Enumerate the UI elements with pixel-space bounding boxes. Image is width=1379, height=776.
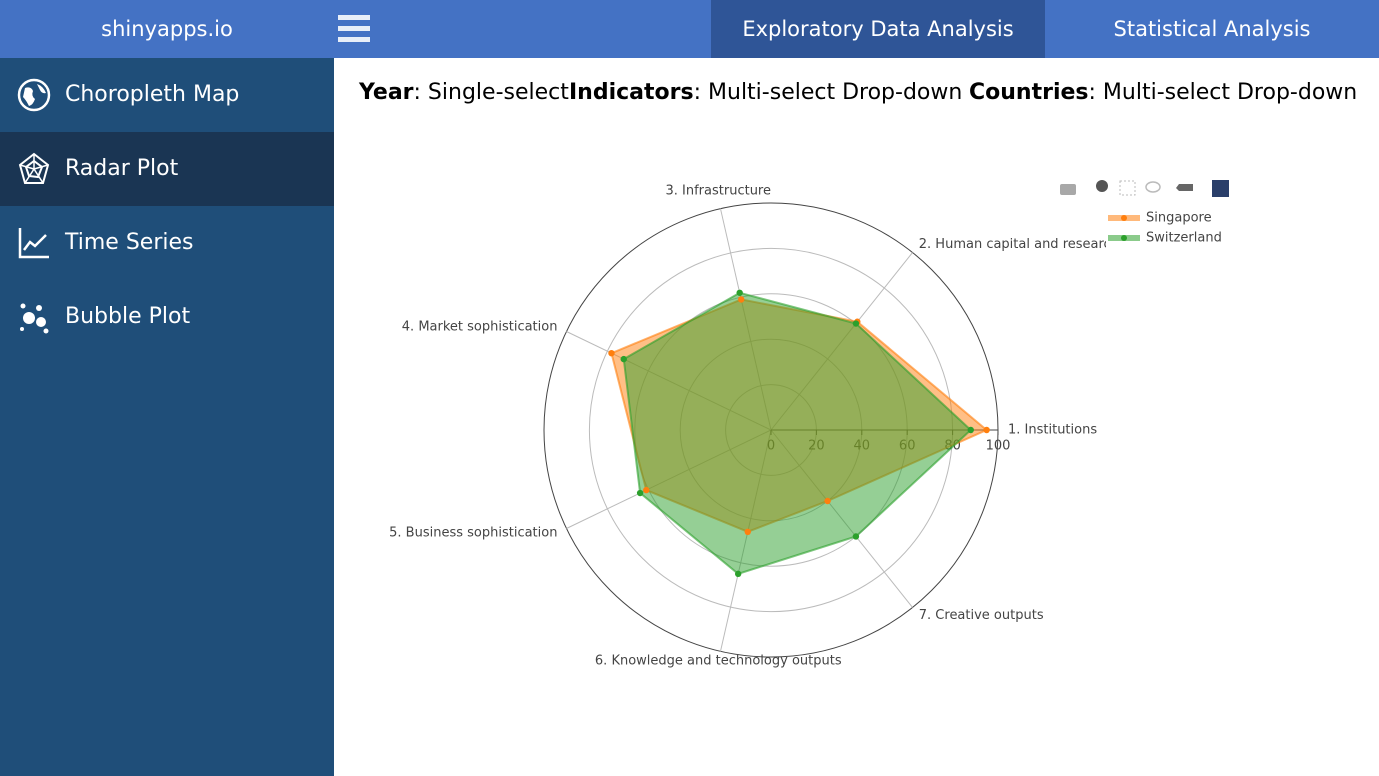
category-label: 2. Human capital and research xyxy=(919,237,1119,252)
category-label: 7. Creative outputs xyxy=(919,608,1044,623)
data-point xyxy=(967,426,974,434)
series-area xyxy=(622,291,973,575)
bubble-icon xyxy=(20,303,49,334)
data-point xyxy=(643,486,650,494)
globe-icon xyxy=(17,78,51,112)
modebar[interactable] xyxy=(1060,180,1229,197)
menu-item[interactable]: Choropleth Map xyxy=(0,58,334,132)
tab[interactable]: Statistical Analysis xyxy=(1113,17,1311,41)
legend-marker xyxy=(1121,215,1127,221)
data-point xyxy=(636,489,644,497)
data-point xyxy=(620,355,627,363)
data-point xyxy=(737,296,745,303)
legend-label: Singapore xyxy=(1146,211,1212,226)
menu-toggle[interactable] xyxy=(338,15,372,43)
data-point xyxy=(736,289,743,296)
category-label: 4. Market sophistication xyxy=(402,320,558,335)
top-bar: shinyapps.io Exploratory Data Analysis S… xyxy=(0,0,1379,58)
data-point xyxy=(734,570,742,578)
indicators-control[interactable]: Indicators: Multi-select Drop-down xyxy=(569,80,963,105)
legend-label: Switzerland xyxy=(1146,231,1222,246)
radar-chart: 1. Institutions 2. Human capital and rese… xyxy=(389,180,1236,669)
brand[interactable]: shinyapps.io xyxy=(101,17,233,41)
data-point xyxy=(744,528,751,536)
category-label: 3. Infrastructure xyxy=(666,183,772,198)
data-point xyxy=(608,349,615,357)
category-label: 6. Knowledge and technology outputs xyxy=(595,654,842,669)
tab[interactable]: Exploratory Data Analysis xyxy=(711,0,1045,58)
radar-icon xyxy=(18,152,50,184)
data-point xyxy=(983,426,990,434)
data-point xyxy=(852,320,860,327)
r-tick-label: 100 xyxy=(986,439,1011,454)
menu-item[interactable]: Bubble Plot xyxy=(0,280,334,354)
line-icon xyxy=(18,228,49,259)
legend-marker xyxy=(1121,235,1127,241)
sidebar: Choropleth Map Radar Plot Time Series Bu… xyxy=(0,58,334,776)
year-control[interactable]: Year: Single-select xyxy=(359,80,569,105)
category-label: 5. Business sophistication xyxy=(389,525,557,540)
menu-item[interactable]: Time Series xyxy=(0,206,334,280)
data-point xyxy=(824,497,831,505)
legend: Singapore Switzerland xyxy=(1106,208,1236,253)
countries-control[interactable]: Countries: Multi-select Drop-down xyxy=(969,80,1358,105)
menu-item[interactable]: Radar Plot xyxy=(0,132,334,206)
category-label: 1. Institutions xyxy=(1008,423,1097,438)
data-point xyxy=(852,533,860,540)
